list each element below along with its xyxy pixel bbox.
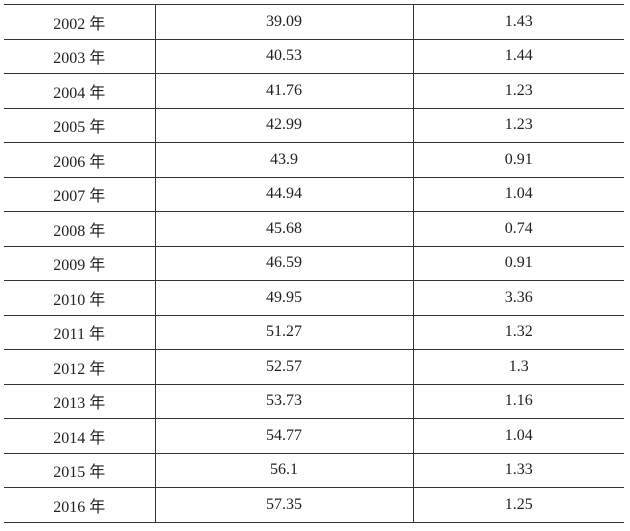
value-cell: 41.76 [155, 73, 414, 109]
table-row: 2014 年 54.77 1.04 [4, 418, 624, 454]
value-cell: 56.1 [155, 452, 414, 488]
change-cell: 1.43 [413, 4, 624, 40]
value-cell: 45.68 [155, 211, 414, 247]
table-row: 2012 年 52.57 1.3 [4, 349, 624, 385]
table-row: 2007 年 44.94 1.04 [4, 176, 624, 212]
year-cell: 2008 年 [4, 211, 156, 247]
data-table: 2002 年 39.09 1.43 2003 年 40.53 1.44 2004 年 41… [4, 4, 624, 523]
table-row: 2008 年 45.68 0.74 [4, 211, 624, 247]
change-cell: 1.44 [413, 38, 624, 74]
change-cell: 1.3 [413, 349, 624, 385]
year-cell: 2012 年 [4, 349, 156, 385]
value-cell: 54.77 [155, 418, 414, 454]
value-cell: 44.94 [155, 176, 414, 212]
data-table-container: 2002 年 39.09 1.43 2003 年 40.53 1.44 2004 年 41… [4, 4, 624, 523]
table-row: 2002 年 39.09 1.43 [4, 4, 624, 40]
change-cell: 1.32 [413, 314, 624, 350]
table-row: 2010 年 49.95 3.36 [4, 280, 624, 316]
year-cell: 2002 年 [4, 4, 156, 40]
year-cell: 2006 年 [4, 142, 156, 178]
value-cell: 52.57 [155, 349, 414, 385]
value-cell: 51.27 [155, 314, 414, 350]
change-cell: 0.91 [413, 142, 624, 178]
year-cell: 2016 年 [4, 487, 156, 523]
year-cell: 2005 年 [4, 107, 156, 143]
change-cell: 1.16 [413, 383, 624, 419]
value-cell: 42.99 [155, 107, 414, 143]
change-cell: 1.25 [413, 487, 624, 523]
value-cell: 53.73 [155, 383, 414, 419]
value-cell: 40.53 [155, 38, 414, 74]
year-cell: 2010 年 [4, 280, 156, 316]
table-row: 2003 年 40.53 1.44 [4, 38, 624, 74]
year-cell: 2014 年 [4, 418, 156, 454]
year-cell: 2003 年 [4, 38, 156, 74]
table-row: 2009 年 46.59 0.91 [4, 245, 624, 281]
change-cell: 1.04 [413, 176, 624, 212]
change-cell: 0.91 [413, 245, 624, 281]
change-cell: 1.23 [413, 73, 624, 109]
change-cell: 3.36 [413, 280, 624, 316]
value-cell: 39.09 [155, 4, 414, 40]
change-cell: 1.33 [413, 452, 624, 488]
year-cell: 2007 年 [4, 176, 156, 212]
value-cell: 49.95 [155, 280, 414, 316]
change-cell: 1.23 [413, 107, 624, 143]
table-row: 2013 年 53.73 1.16 [4, 383, 624, 419]
year-cell: 2013 年 [4, 383, 156, 419]
year-cell: 2009 年 [4, 245, 156, 281]
table-body: 2002 年 39.09 1.43 2003 年 40.53 1.44 2004 年 41… [4, 4, 624, 523]
table-row: 2015 年 56.1 1.33 [4, 452, 624, 488]
year-cell: 2015 年 [4, 452, 156, 488]
year-cell: 2004 年 [4, 73, 156, 109]
table-row: 2004 年 41.76 1.23 [4, 73, 624, 109]
table-row: 2005 年 42.99 1.23 [4, 107, 624, 143]
value-cell: 57.35 [155, 487, 414, 523]
table-row: 2006 年 43.9 0.91 [4, 142, 624, 178]
year-cell: 2011 年 [4, 314, 156, 350]
table-row: 2016 年 57.35 1.25 [4, 487, 624, 523]
change-cell: 0.74 [413, 211, 624, 247]
table-row: 2011 年 51.27 1.32 [4, 314, 624, 350]
change-cell: 1.04 [413, 418, 624, 454]
value-cell: 46.59 [155, 245, 414, 281]
value-cell: 43.9 [155, 142, 414, 178]
